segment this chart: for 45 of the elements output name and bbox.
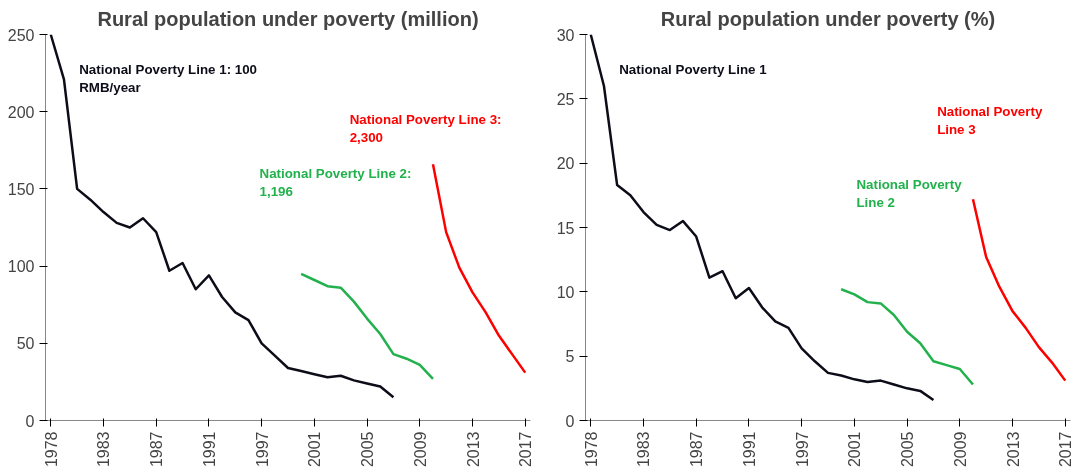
x-tick-label: 2005 [899,431,917,468]
y-tick-label: 150 [7,180,35,198]
x-tick-label: 1991 [200,431,218,468]
x-tick-label: 2001 [306,431,324,468]
x-tick-label: 2013 [1004,431,1022,468]
x-tick-label: 1983 [95,431,113,468]
series-label: National Poverty Line 1 [619,61,768,77]
y-tick-label: 20 [556,155,575,173]
y-tick-label: 0 [25,412,35,430]
text: National Poverty Line 3: 2,300 [349,111,502,145]
y-tick-label: 50 [16,335,35,353]
line-series [839,288,975,386]
x-tick-label: 2005 [359,431,377,468]
chart-title: Rural population under poverty (million) [97,7,479,30]
y-tick-label: 100 [7,258,35,276]
text: National Poverty Line 3 [937,103,1043,137]
y-tick-label: 0 [565,412,575,430]
x-tick-label: 2009 [411,431,429,468]
x-tick-label: 2009 [951,431,969,468]
x-tick-label: 1987 [148,431,166,468]
x-tick-label: 1978 [582,431,600,468]
chart-title: Rural population under poverty (%) [660,7,996,30]
x-tick-label: 2017 [1057,431,1075,468]
y-tick-label: 25 [556,90,575,108]
x-tick-label: 1997 [793,431,811,468]
x-tick-label: 1997 [253,431,271,468]
y-tick-label: 10 [556,283,575,301]
x-tick-label: 2001 [846,431,864,468]
x-tick-label: 1983 [635,431,653,468]
line-series [971,197,1067,382]
series-label: National Poverty Line 1: 100 RMB/year [79,61,258,95]
line-series [299,272,435,381]
y-tick-label: 15 [556,219,575,237]
x-tick-label: 1991 [740,431,758,468]
line-series [431,162,527,374]
y-tick-label: 250 [7,26,35,44]
y-tick-label: 30 [556,26,575,44]
text: National Poverty Line 2 [856,177,963,211]
x-tick-label: 1987 [688,431,706,468]
y-tick-label: 5 [565,348,575,366]
y-tick-label: 200 [7,103,35,121]
x-tick-label: 1978 [42,431,60,468]
text: National Poverty Line 2: 1,196 [259,165,412,199]
x-tick-label: 2017 [517,431,535,468]
x-tick-label: 2013 [464,431,482,468]
